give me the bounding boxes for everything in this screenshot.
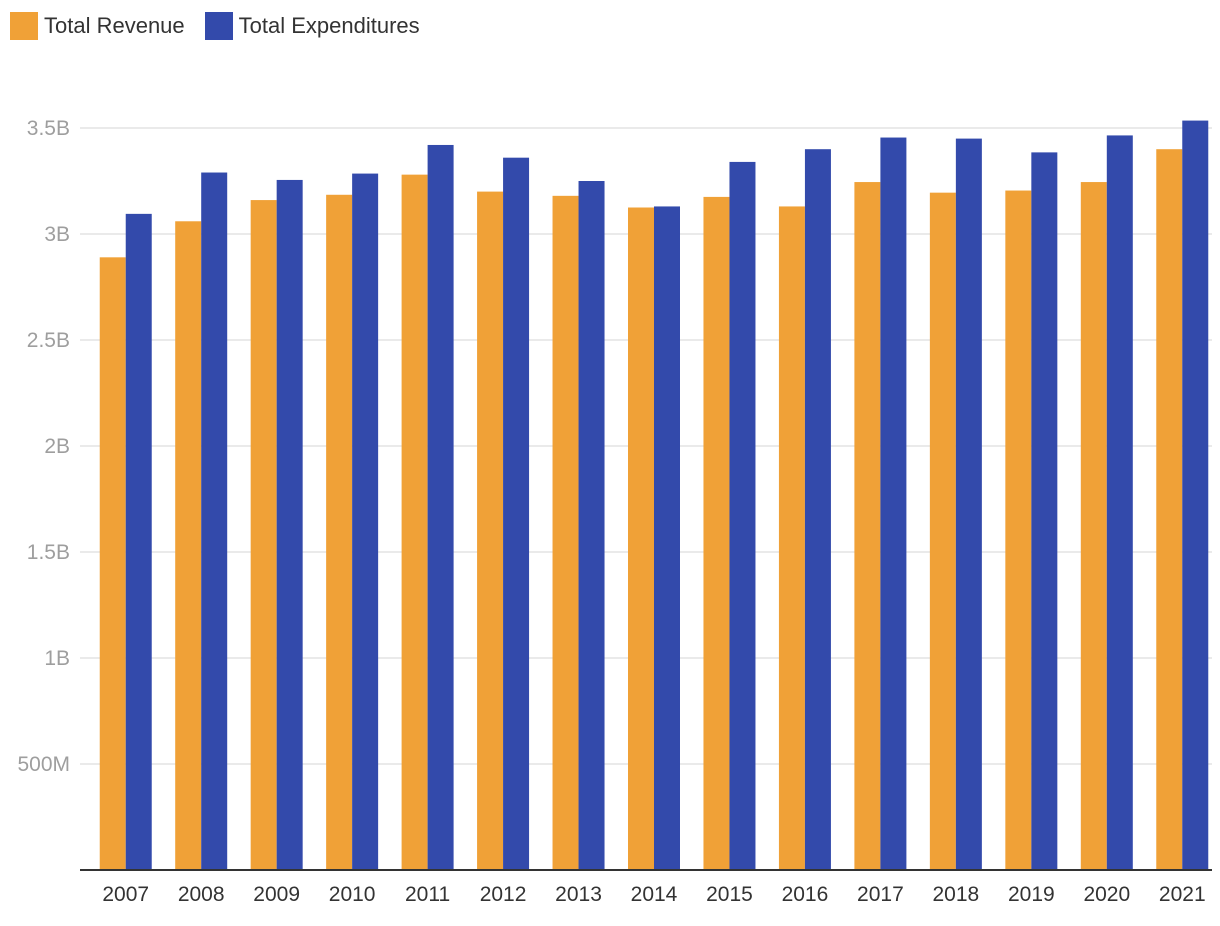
bar-revenue	[175, 221, 202, 870]
y-tick-label: 3B	[44, 223, 70, 246]
bar-expenditures	[578, 181, 605, 870]
bar-expenditures	[201, 172, 228, 870]
x-tick-label: 2007	[102, 883, 149, 906]
x-tick-label: 2011	[405, 883, 450, 906]
bar-revenue	[854, 182, 881, 870]
bar-expenditures	[1106, 135, 1133, 871]
x-tick-label: 2012	[480, 883, 527, 906]
legend-swatch-revenue	[10, 12, 38, 40]
bar-expenditures	[880, 137, 907, 871]
legend: Total Revenue Total Expenditures	[10, 12, 440, 40]
bar-expenditures	[654, 206, 680, 870]
x-tick-label: 2019	[1008, 883, 1055, 906]
bar-expenditures	[125, 213, 152, 871]
bar-expenditures	[1031, 152, 1058, 870]
legend-swatch-expenditures	[204, 12, 233, 40]
x-tick-label: 2021	[1159, 883, 1206, 906]
bar-revenue	[1080, 182, 1107, 870]
x-tick-label: 2017	[857, 883, 904, 906]
bar-revenue	[703, 196, 730, 870]
x-tick-label: 2020	[1083, 883, 1130, 906]
x-tick-label: 2010	[329, 883, 376, 906]
bar-revenue	[326, 194, 353, 870]
bar-expenditures	[804, 149, 831, 870]
legend-label-expenditures: Total Expenditures	[238, 13, 420, 38]
bar-revenue	[552, 195, 579, 871]
x-tick-label: 2016	[782, 883, 829, 906]
y-tick-label: 2B	[44, 435, 70, 458]
y-tick-label: 500M	[17, 753, 70, 776]
bar-revenue	[1005, 190, 1032, 871]
x-tick-label: 2009	[253, 883, 300, 906]
bar-revenue	[929, 192, 956, 870]
bar-expenditures	[955, 138, 982, 871]
y-tick-label: 1.5B	[27, 541, 70, 564]
bar-expenditures	[729, 161, 756, 871]
y-tick-label: 1B	[44, 647, 70, 670]
bar-expenditures	[276, 179, 303, 870]
legend-item-revenue: Total Revenue	[10, 12, 185, 40]
x-tick-label: 2018	[933, 883, 980, 906]
bar-revenue	[1156, 149, 1183, 870]
legend-item-expenditures: Total Expenditures	[204, 12, 420, 40]
bar-expenditures	[427, 144, 454, 870]
x-tick-label: 2013	[555, 883, 602, 906]
legend-label-revenue: Total Revenue	[44, 13, 185, 38]
bar-revenue	[628, 207, 654, 870]
x-tick-label: 2015	[706, 883, 753, 906]
x-tick-label: 2008	[178, 883, 225, 906]
bar-expenditures	[352, 173, 379, 870]
x-tick-label: 2014	[631, 883, 678, 906]
bar-expenditures	[1182, 120, 1209, 870]
bar-revenue	[99, 257, 126, 870]
bar-revenue	[401, 174, 428, 870]
y-tick-label: 3.5B	[27, 117, 70, 140]
y-tick-label: 2.5B	[27, 329, 70, 352]
bar-revenue	[477, 191, 504, 871]
bar-revenue	[778, 206, 805, 870]
bar-revenue	[250, 200, 277, 870]
bar-expenditures	[503, 157, 530, 870]
